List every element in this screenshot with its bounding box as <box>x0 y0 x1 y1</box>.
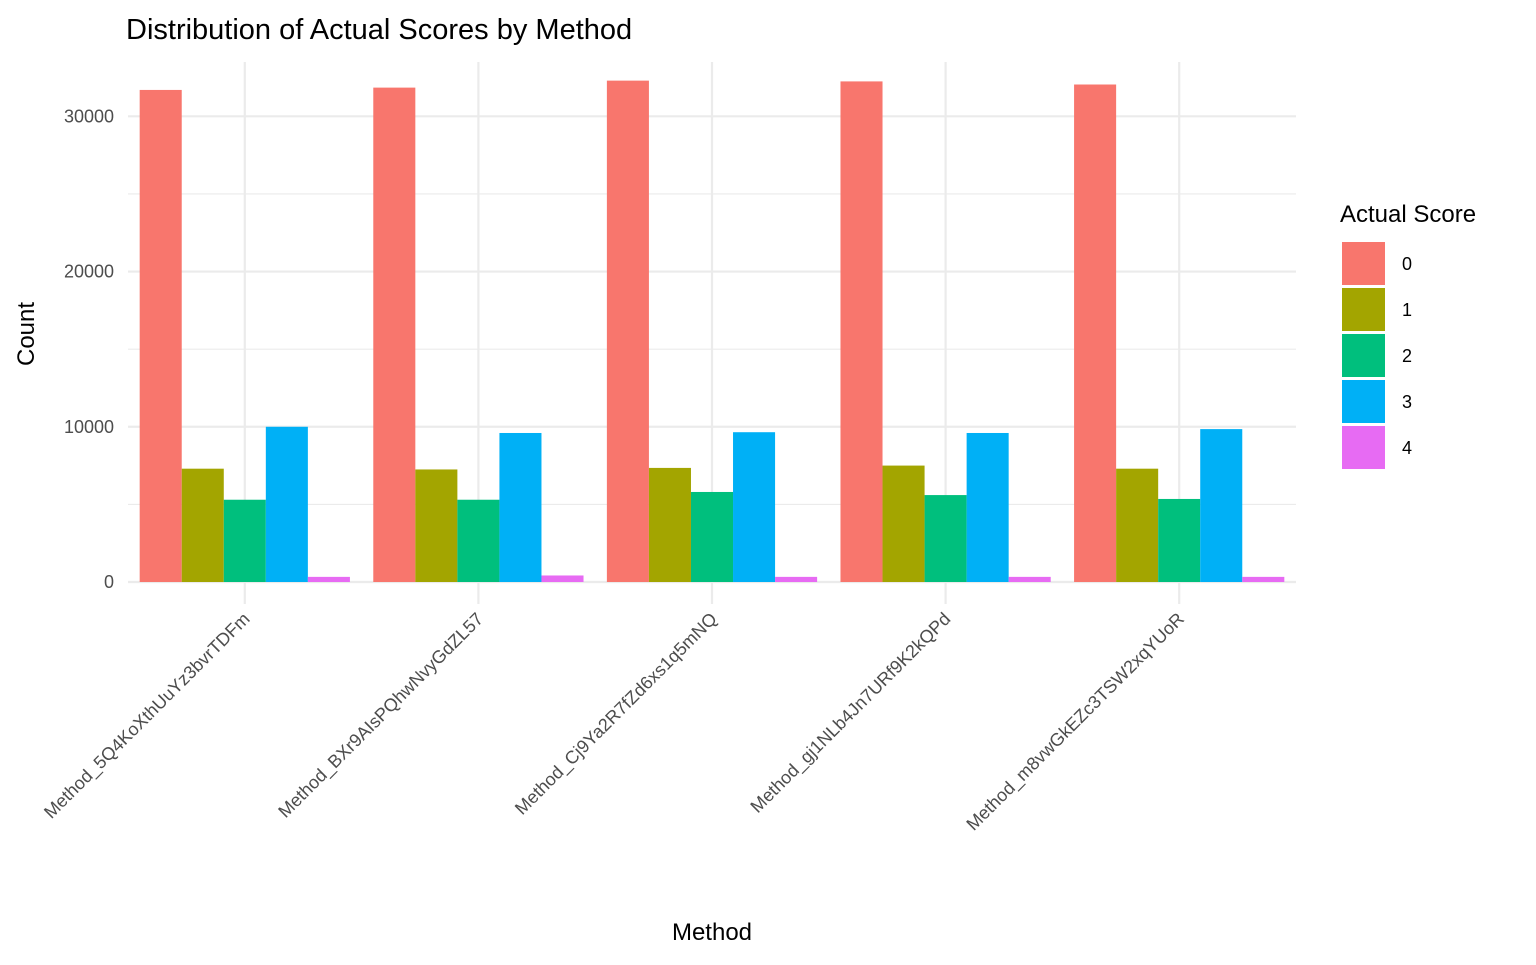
bar-score-4 <box>541 575 584 582</box>
x-tick-label: Method_BXr9AIsPQhwNvyGdZL57 <box>274 609 488 823</box>
bar-score-1 <box>882 465 925 582</box>
bar-score-2 <box>457 499 500 582</box>
legend-key-4 <box>1342 426 1385 469</box>
legend: Actual Score 0 1 2 3 4 <box>1340 201 1476 469</box>
bar-score-0 <box>139 89 182 582</box>
y-tick-label: 0 <box>104 572 114 592</box>
bar-score-1 <box>181 468 224 582</box>
legend-label: 1 <box>1402 300 1412 320</box>
y-tick-label: 10000 <box>64 417 114 437</box>
bar-score-4 <box>1008 576 1051 582</box>
legend-key-1 <box>1342 288 1385 331</box>
legend-key-2 <box>1342 334 1385 377</box>
x-tick-label: Method_Cj9Ya2R7fZd6xs1q5mNQ <box>511 609 722 820</box>
bar-score-3 <box>966 432 1009 582</box>
bar-score-4 <box>775 576 818 582</box>
legend-label: 4 <box>1402 438 1412 458</box>
bar-score-2 <box>223 499 266 582</box>
bar-score-0 <box>373 87 416 582</box>
bar-score-0 <box>1074 84 1117 583</box>
bar-score-1 <box>415 469 458 582</box>
bar-score-3 <box>499 432 542 582</box>
legend-title: Actual Score <box>1340 201 1476 228</box>
legend-label: 3 <box>1402 392 1412 412</box>
y-tick-label: 30000 <box>64 106 114 126</box>
bar-score-3 <box>1200 429 1243 582</box>
y-axis-ticks: 0 10000 20000 30000 <box>64 106 114 592</box>
legend-key-3 <box>1342 380 1385 423</box>
x-tick-label: Method_m8vwGkEZc3TSW2xqYUoR <box>962 609 1188 835</box>
bars <box>139 80 1285 583</box>
bar-score-0 <box>840 81 883 582</box>
y-axis-title: Count <box>13 302 40 366</box>
bar-score-4 <box>1242 576 1285 582</box>
x-axis-title: Method <box>672 919 752 946</box>
bar-score-3 <box>733 432 776 582</box>
bar-score-2 <box>690 491 734 582</box>
chart-title: Distribution of Actual Scores by Method <box>126 14 632 46</box>
x-tick-label: Method_gj1NLb4Jn7URf9K2kQPd <box>746 609 955 818</box>
legend-key-0 <box>1342 242 1385 285</box>
x-tick-label: Method_5Q4KoXthUuYz3bvrTDFm <box>40 609 254 823</box>
legend-label: 2 <box>1402 346 1412 366</box>
bar-score-4 <box>307 576 350 582</box>
bar-score-0 <box>606 80 649 583</box>
bar-score-3 <box>265 426 308 582</box>
x-axis-ticks: Method_5Q4KoXthUuYz3bvrTDFm Method_BXr9AI… <box>40 609 1189 835</box>
bar-score-1 <box>648 467 691 582</box>
y-tick-label: 20000 <box>64 262 114 282</box>
bar-score-2 <box>1158 498 1201 582</box>
bar-score-1 <box>1116 468 1159 582</box>
legend-label: 0 <box>1402 254 1412 274</box>
bar-score-2 <box>924 495 967 582</box>
